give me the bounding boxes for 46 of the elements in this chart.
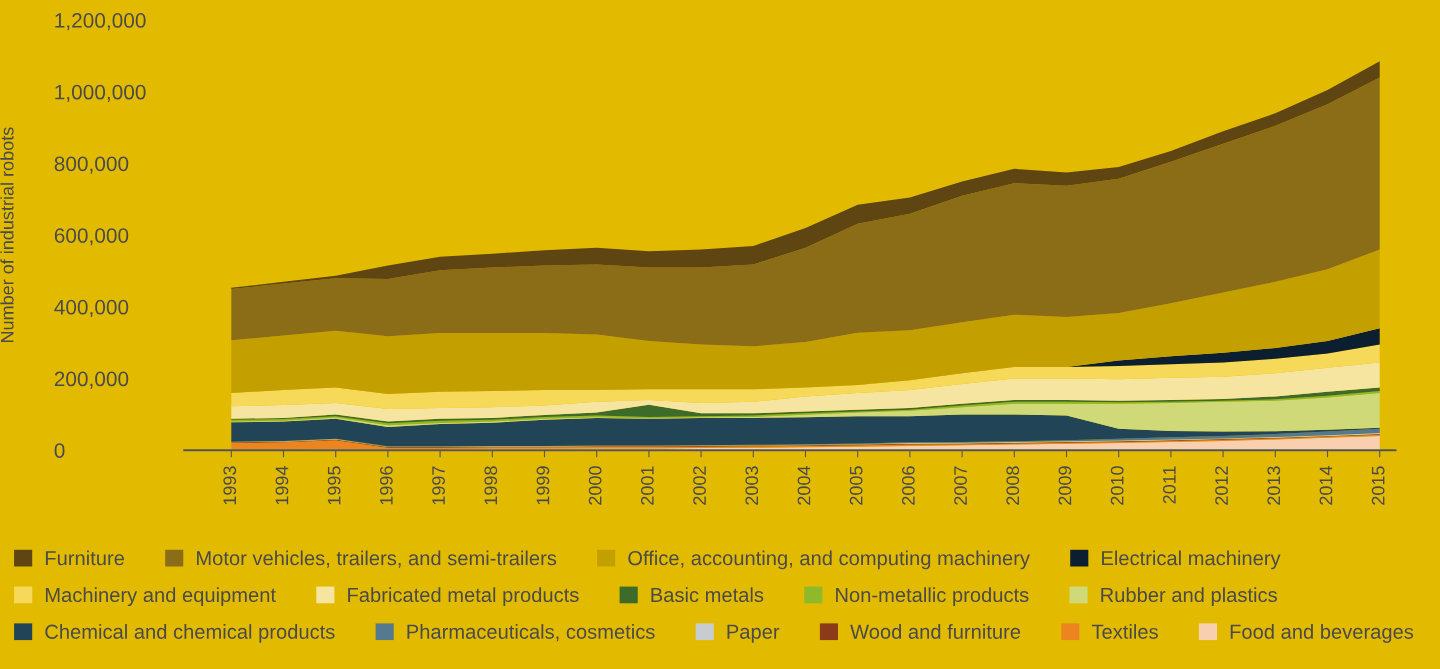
x-tick-label: 2008 (1006, 466, 1020, 505)
legend-label: Electrical machinery (1102, 550, 1281, 570)
x-tick-label: 2001 (640, 466, 654, 505)
legend-label: Wood and furniture (850, 624, 1021, 639)
legend-label: Non-metallic products (836, 587, 1029, 607)
x-tick-label: 2010 (1110, 466, 1124, 505)
legend-label: Paper (727, 624, 780, 643)
x-tick-label: 2015 (1371, 466, 1385, 505)
legend-label: Rubber and plastics (1101, 587, 1277, 607)
y-tick-label: 600,000 (54, 228, 129, 246)
legend-label: Motor vehicles, trailers, and semi-trailers (197, 550, 557, 568)
y-tick-label: 400,000 (54, 299, 129, 318)
x-tick-label: 2011 (1162, 466, 1176, 504)
legend-label: Office, accounting, and computing machinery (628, 550, 1030, 570)
y-tick-label: 0 (54, 443, 65, 458)
y-tick-label: 1,000,000 (55, 84, 146, 102)
y-tick-label: 200,000 (54, 371, 129, 389)
x-tick-label: 1993 (223, 466, 237, 505)
legend-label: Furniture (45, 550, 124, 566)
x-tick-label: 2007 (954, 466, 967, 505)
x-tick-label: 2013 (1267, 466, 1281, 505)
x-tick-label: 2006 (901, 466, 915, 505)
x-tick-label: 2004 (797, 466, 811, 505)
x-tick-label: 1996 (379, 466, 393, 505)
x-tick-label: 1995 (327, 466, 341, 505)
legend-label: Fabricated metal products (348, 587, 579, 607)
legend-label: Basic metals (651, 587, 764, 603)
legend-label: Food and beverages (1230, 624, 1414, 643)
x-tick-label: 1997 (432, 466, 445, 505)
x-tick-label: 2009 (1058, 466, 1072, 505)
x-tick-label: 2003 (745, 466, 759, 505)
legend-label: Textiles (1091, 624, 1158, 639)
x-tick-label: 2000 (588, 466, 602, 505)
legend-label: Pharmaceuticals, cosmetics (407, 624, 655, 642)
x-tick-label: 1998 (484, 466, 498, 505)
x-tick-label: 1999 (536, 466, 550, 505)
y-tick-label: 1,200,000 (55, 13, 146, 31)
x-tick-label: 1994 (275, 466, 289, 505)
legend-label: Chemical and chemical products (45, 624, 335, 643)
y-tick-label: 800,000 (54, 156, 129, 174)
x-tick-label: 2014 (1319, 466, 1333, 505)
y-axis-title: Number of industrial robots (0, 127, 14, 343)
x-tick-label: 2002 (693, 466, 706, 505)
x-tick-label: 2012 (1215, 466, 1228, 505)
x-tick-label: 2005 (849, 466, 863, 505)
legend-label: Machinery and equipment (45, 587, 276, 607)
